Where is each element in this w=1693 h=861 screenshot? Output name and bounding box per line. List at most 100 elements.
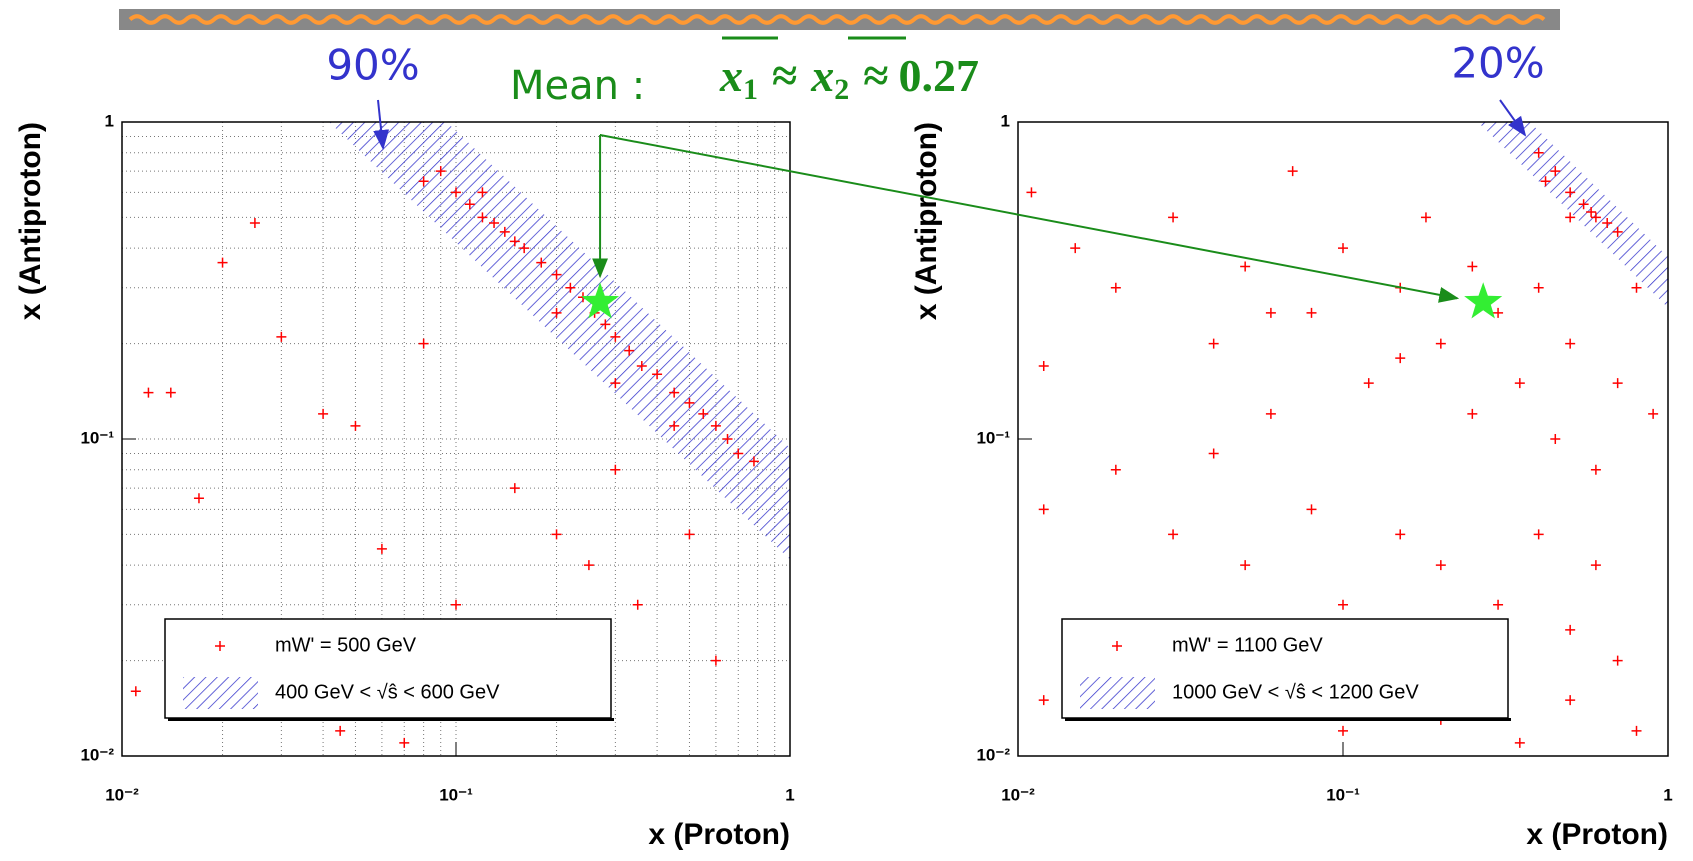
x-tick-label: 10⁻¹ [1326,785,1360,804]
point [194,493,204,503]
mean-sub: 1 [743,73,758,106]
mean-arrow [600,135,1457,298]
point [1168,212,1178,222]
point [1436,560,1446,570]
point [1070,243,1080,253]
point [1307,504,1317,514]
mean-var: x [810,50,834,101]
point [1338,600,1348,610]
point [1648,409,1658,419]
annotation: 20% [1451,39,1544,88]
point [350,421,360,431]
band [0,0,1124,856]
legend-shadow [168,718,614,721]
y-tick-label: 10⁻² [976,745,1010,764]
legend-label: mW' = 500 GeV [275,634,417,656]
point [1395,529,1405,539]
point [1550,434,1560,444]
point [1515,378,1525,388]
x-tick-label: 1 [1663,785,1672,804]
point [1613,656,1623,666]
point [1338,243,1348,253]
point [552,529,562,539]
point [1632,283,1642,293]
y-tick-label: 10⁻¹ [80,428,114,447]
point [318,409,328,419]
point [1209,449,1219,459]
mean-label: Mean : [510,63,645,109]
mean-sub: 2 [834,73,849,106]
point [1565,339,1575,349]
legend-swatch [183,677,258,709]
point [1039,695,1049,705]
point [1565,695,1575,705]
mean-approx: ≈ [772,50,797,101]
y-tick-label: 1 [105,111,114,130]
point [250,218,260,228]
point [1039,504,1049,514]
y-tick-label: 10⁻¹ [976,428,1010,447]
x-tick-label: 10⁻² [105,785,139,804]
point [1240,262,1250,272]
mean-approx: ≈ [863,50,888,101]
point [684,529,694,539]
point [1613,378,1623,388]
point [1591,465,1601,475]
point [1436,339,1446,349]
point [1421,212,1431,222]
point [1565,625,1575,635]
banner [119,9,1560,30]
mean-value: 0.27 [899,50,980,101]
point [218,258,228,268]
point [131,686,141,696]
point [1467,262,1477,272]
point [335,726,345,736]
point [1266,308,1276,318]
point [143,388,153,398]
point [1493,308,1503,318]
point [399,738,409,748]
y-tick-label: 10⁻² [80,745,114,764]
y-tick-label: 1 [1001,111,1010,130]
point [1515,738,1525,748]
x-axis-label: x (Proton) [1526,818,1668,851]
legend-swatch [1080,677,1155,709]
point [1240,560,1250,570]
point [633,600,643,610]
point [1266,409,1276,419]
point [711,656,721,666]
legend-label: 1000 GeV < √ŝ < 1200 GeV [1172,681,1419,703]
point [1168,529,1178,539]
point [1111,465,1121,475]
x-axis-label: x (Proton) [648,818,790,851]
point [1026,187,1036,197]
point [1039,361,1049,371]
y-axis-label: x (Antiproton) [14,122,47,320]
point [419,339,429,349]
point [610,465,620,475]
point [1493,600,1503,610]
y-axis-label: x (Antiproton) [910,122,943,320]
point [1307,308,1317,318]
legend-label: mW' = 1100 GeV [1172,634,1323,656]
point [1338,726,1348,736]
point [1591,560,1601,570]
point [1364,378,1374,388]
point [1632,726,1642,736]
point [1209,339,1219,349]
point [377,544,387,554]
legend-shadow [1065,718,1511,721]
x-tick-label: 10⁻² [1001,785,1035,804]
legend-label: 400 GeV < √ŝ < 600 GeV [275,681,500,703]
point [1395,353,1405,363]
point [451,600,461,610]
mean-var: x [719,50,743,101]
point [1111,283,1121,293]
x-tick-label: 1 [785,785,794,804]
point [1288,166,1298,176]
annotation: 90% [326,41,419,90]
point [1534,283,1544,293]
point [166,388,176,398]
point [584,560,594,570]
